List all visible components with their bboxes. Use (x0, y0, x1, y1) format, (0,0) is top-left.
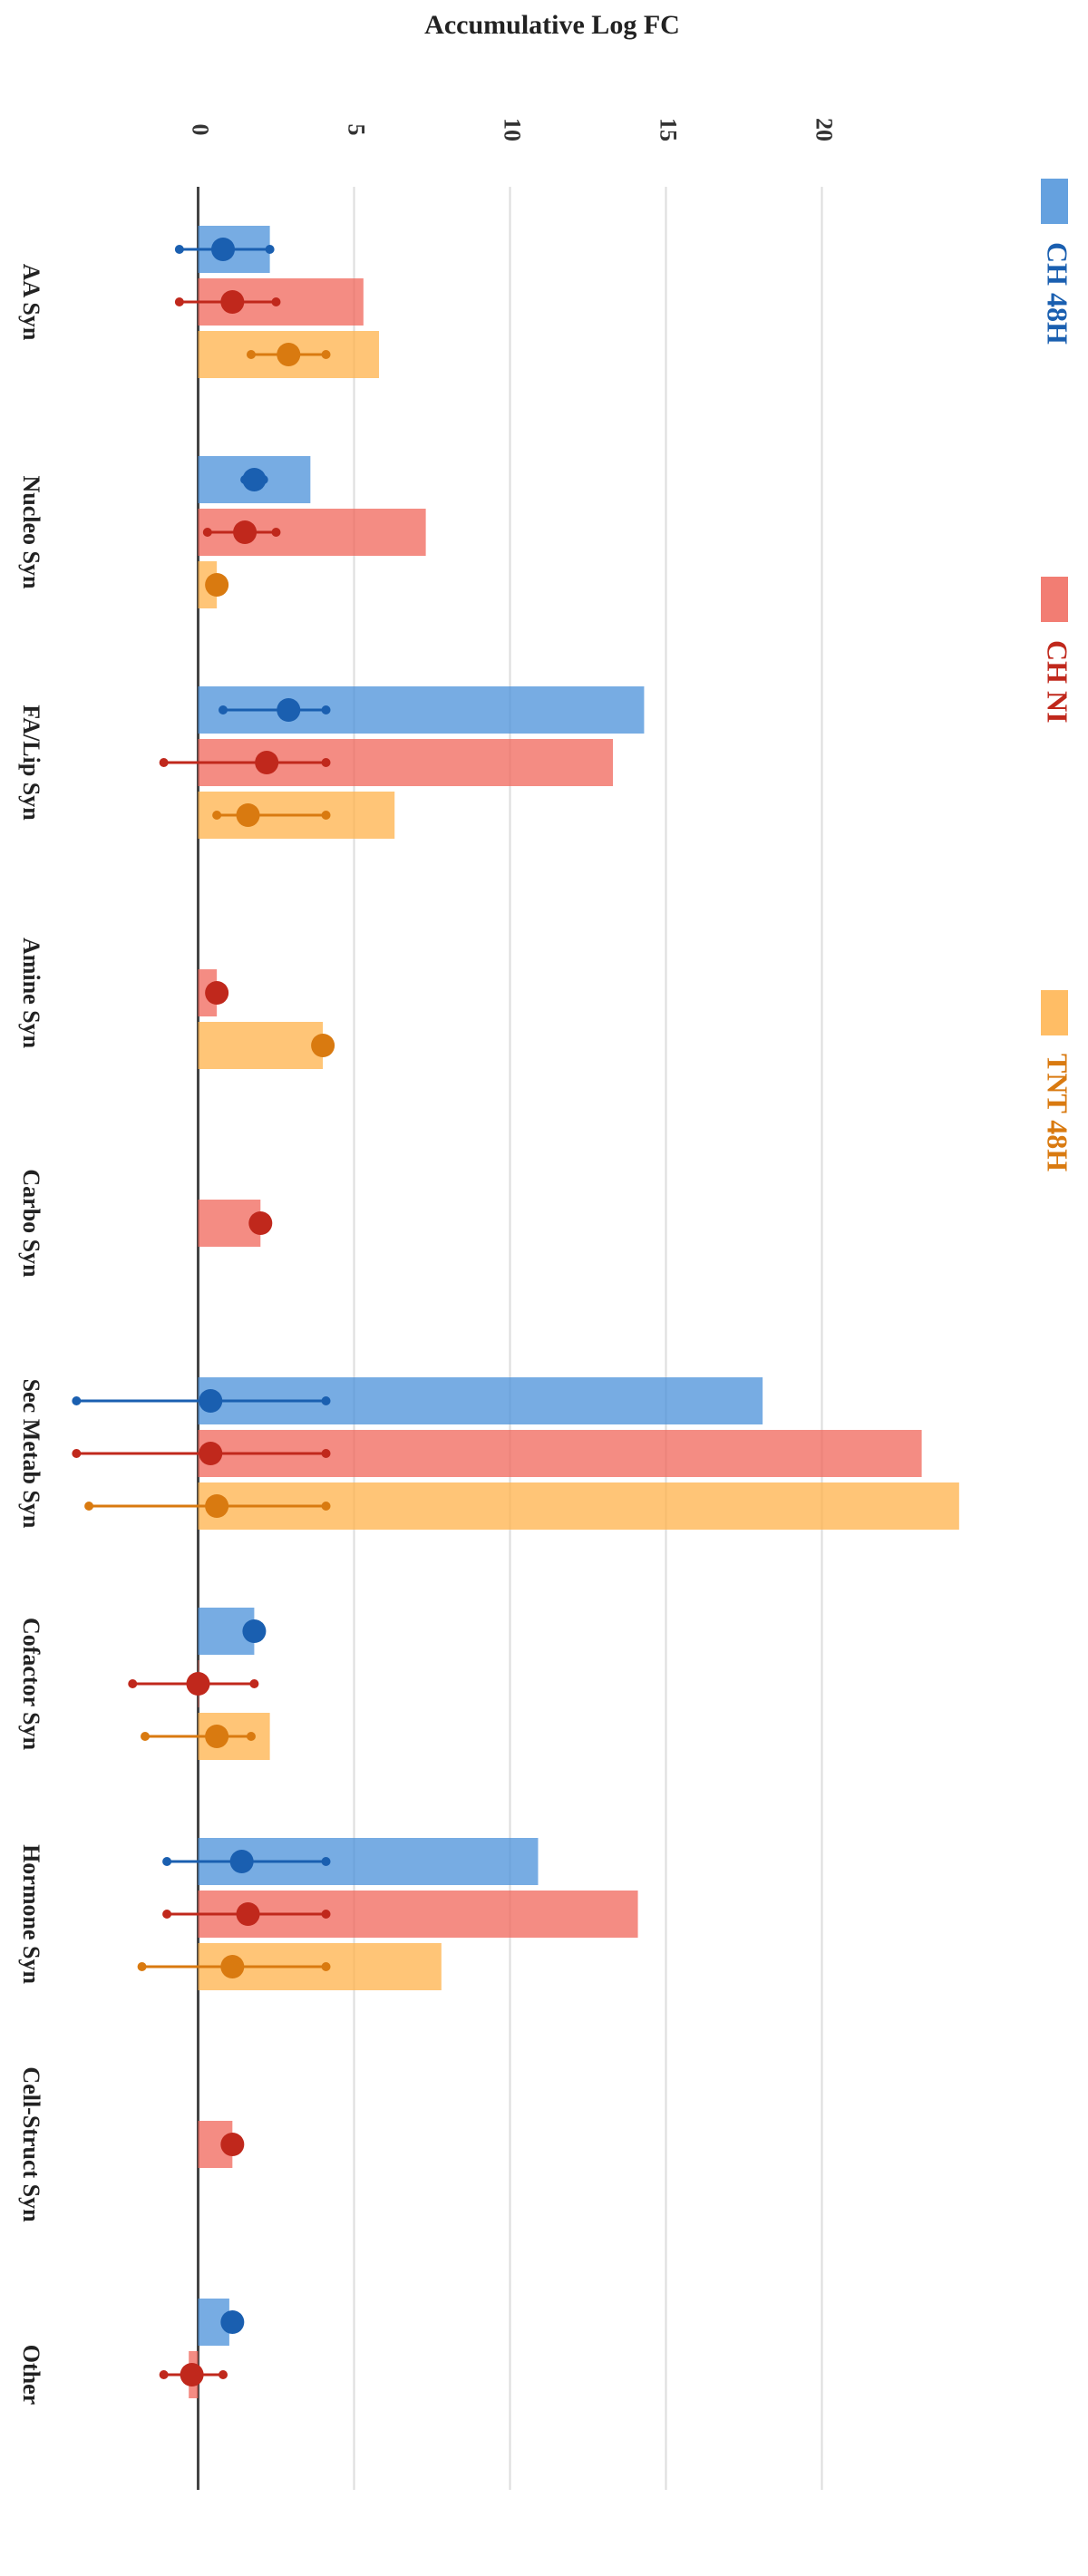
range-max (321, 1857, 331, 1866)
mean-point (248, 1211, 273, 1235)
range-min (159, 758, 169, 767)
category-label: Nucleo Syn (18, 476, 44, 590)
mean-point (220, 1955, 245, 1978)
range-max (219, 2370, 228, 2379)
range-max (321, 1449, 331, 1458)
mean-point (220, 2133, 245, 2156)
mean-point (311, 1034, 335, 1057)
mean-point (242, 468, 267, 491)
bar (198, 1022, 324, 1069)
range-min (246, 350, 256, 359)
range-max (246, 1732, 256, 1741)
range-min (141, 1732, 151, 1741)
range-max (321, 1396, 331, 1405)
range-min (202, 528, 212, 537)
range-min (212, 811, 222, 820)
category-label: AA Syn (18, 264, 44, 341)
x-tick-label: 10 (500, 118, 526, 141)
mean-point (236, 803, 260, 827)
mean-point (199, 1442, 223, 1465)
legend-label: CH NI (1042, 640, 1074, 724)
mean-point (211, 238, 236, 261)
range-min (219, 705, 228, 714)
x-tick-label: 5 (344, 124, 370, 136)
legend-swatch (1041, 179, 1068, 224)
legend-label: CH 48H (1042, 242, 1074, 345)
range-max (321, 350, 331, 359)
mean-point (199, 1389, 223, 1413)
range-max (265, 245, 275, 254)
mean-point (180, 2363, 204, 2386)
mean-point (277, 698, 301, 722)
range-max (321, 811, 331, 820)
range-max (321, 1962, 331, 1971)
mean-point (277, 343, 301, 366)
legend-swatch (1041, 577, 1068, 622)
range-min (174, 297, 184, 306)
mean-point (205, 1494, 229, 1518)
x-tick-label: 15 (656, 118, 682, 141)
mean-point (205, 981, 229, 1005)
legend-swatch (1041, 990, 1068, 1035)
mean-point (205, 1725, 229, 1748)
range-min (174, 245, 184, 254)
range-max (321, 758, 331, 767)
x-tick-label: 0 (188, 124, 214, 136)
mean-point (242, 1619, 267, 1643)
range-min (128, 1679, 138, 1688)
category-label: Hormone Syn (18, 1844, 44, 1984)
range-max (271, 297, 281, 306)
category-label: Other (18, 2345, 44, 2405)
x-tick-label: 20 (811, 118, 838, 141)
range-min (162, 1910, 172, 1919)
range-max (321, 1502, 331, 1511)
mean-point (205, 573, 229, 597)
category-label: Cofactor Syn (18, 1618, 44, 1751)
category-label: Cell-Struct Syn (18, 2066, 44, 2222)
category-label: Amine Syn (18, 938, 44, 1049)
range-min (159, 2370, 169, 2379)
mean-point (229, 1850, 254, 1873)
mean-point (255, 751, 279, 774)
mean-point (236, 1902, 260, 1926)
range-min (84, 1502, 94, 1511)
range-min (72, 1449, 82, 1458)
mean-point (186, 1672, 210, 1696)
category-label: FA/Lip Syn (18, 705, 44, 821)
range-max (249, 1679, 259, 1688)
chart-title: Accumulative Log FC (424, 10, 680, 40)
range-max (271, 528, 281, 537)
range-max (321, 1910, 331, 1919)
mean-point (220, 290, 245, 314)
legend-label: TNT 48H (1042, 1054, 1074, 1171)
mean-point (233, 520, 257, 544)
range-max (321, 705, 331, 714)
mean-point (220, 2310, 245, 2334)
range-min (137, 1962, 147, 1971)
range-min (162, 1857, 172, 1866)
category-label: Carbo Syn (18, 1169, 44, 1278)
category-label: Sec Metab Syn (18, 1379, 44, 1529)
range-min (72, 1396, 82, 1405)
